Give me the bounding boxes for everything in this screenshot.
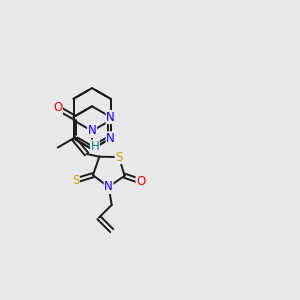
Text: N: N bbox=[106, 132, 115, 145]
Text: O: O bbox=[136, 175, 146, 188]
Text: H: H bbox=[91, 140, 99, 153]
Text: S: S bbox=[115, 151, 123, 164]
Text: N: N bbox=[106, 110, 115, 124]
Text: O: O bbox=[53, 101, 62, 114]
Text: N: N bbox=[88, 124, 96, 137]
Text: N: N bbox=[104, 181, 113, 194]
Text: S: S bbox=[72, 174, 79, 187]
